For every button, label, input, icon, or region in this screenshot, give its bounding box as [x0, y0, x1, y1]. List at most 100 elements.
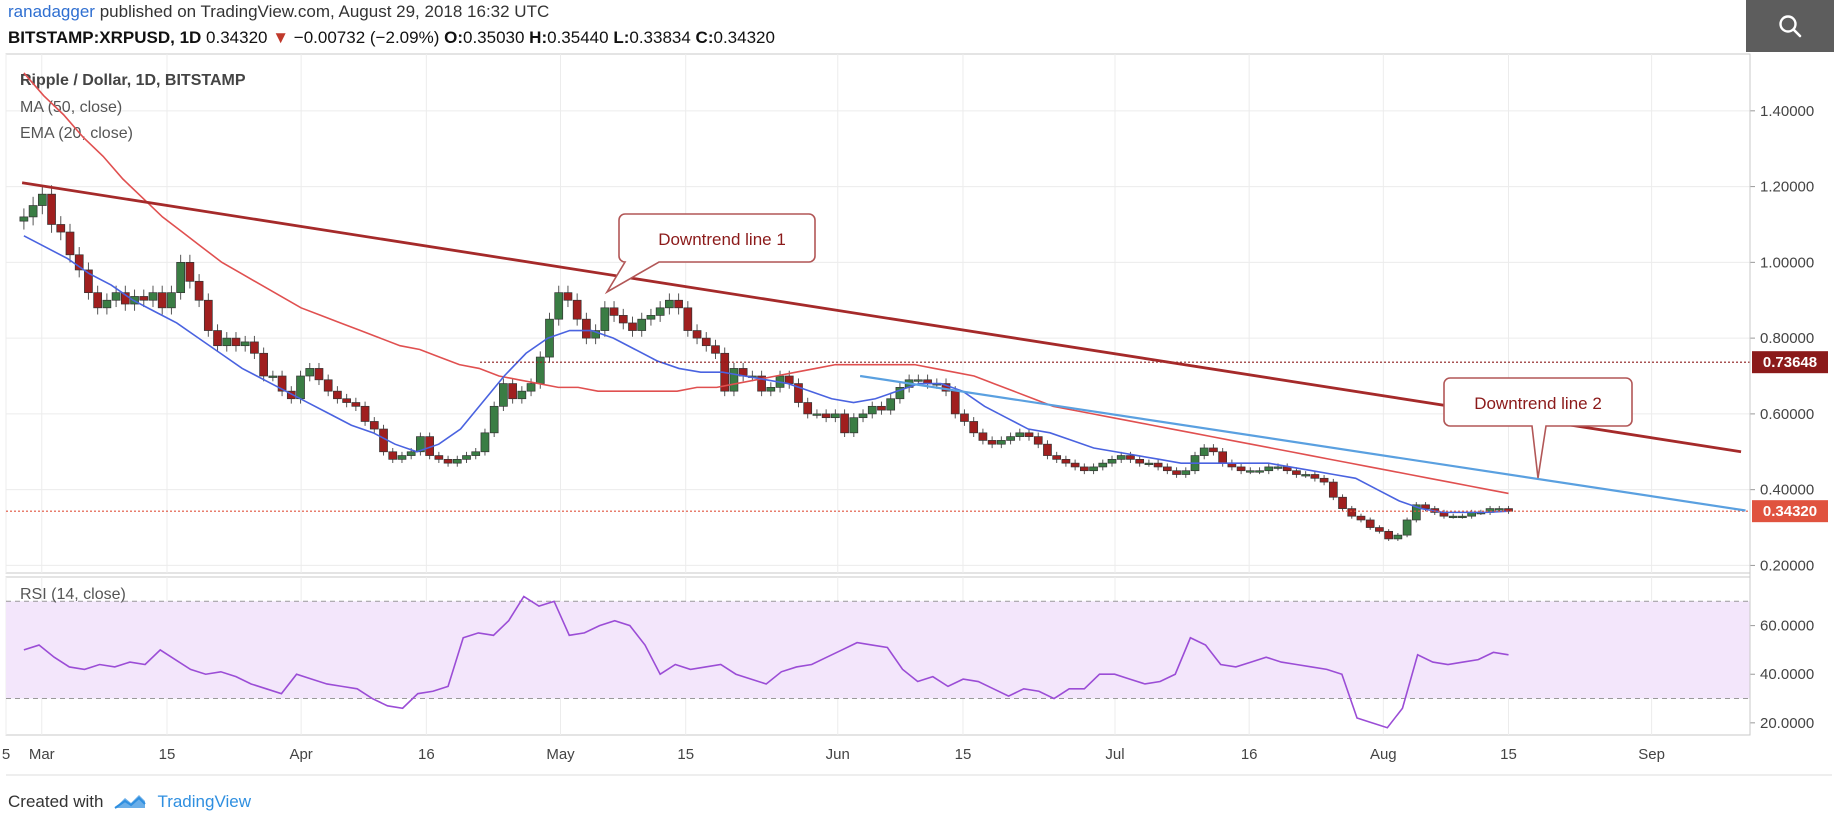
x-tick-label: 15	[955, 746, 972, 763]
candle-body	[1236, 466, 1246, 472]
candle-body	[1172, 470, 1181, 475]
candle-body	[296, 375, 305, 400]
candle-body	[766, 387, 776, 392]
high-value: 0.35440	[547, 28, 609, 47]
candle-body	[683, 307, 693, 331]
candle-body	[1126, 455, 1135, 460]
author-link[interactable]: ranadagger	[8, 2, 95, 21]
candle-body	[19, 216, 29, 222]
x-tick-label: Aug	[1370, 746, 1397, 763]
candle-body	[1043, 443, 1052, 456]
close-label: C:	[695, 28, 714, 47]
candle-body	[1098, 462, 1108, 468]
candle-body	[1070, 462, 1080, 468]
x-tick-label: Jul	[1105, 746, 1124, 763]
rsi-y-tick-label: 20.0000	[1760, 715, 1814, 732]
candle-body	[803, 402, 813, 415]
rsi-band	[6, 601, 1750, 699]
candle-body	[369, 421, 379, 430]
candle-body	[323, 379, 333, 392]
high-label: H:	[529, 28, 548, 47]
candle-body	[1402, 519, 1412, 536]
price-tag	[1752, 351, 1828, 374]
legend-item: MA (50, close)	[20, 99, 122, 116]
candle-body	[305, 368, 315, 377]
x-tick-label: Apr	[289, 746, 312, 763]
publish-info: ranadagger published on TradingView.com,…	[8, 2, 549, 22]
chart-title: Ripple / Dollar, 1D, BITSTAMP	[20, 72, 246, 89]
candle-body	[996, 440, 1006, 445]
x-tick-label: Jun	[826, 746, 850, 763]
y-tick-label: 1.00000	[1760, 254, 1814, 271]
candle-body	[554, 292, 564, 320]
candle-body	[1292, 470, 1301, 475]
candle-body	[111, 292, 121, 301]
candle-body	[628, 322, 637, 331]
candle-body	[609, 307, 619, 316]
candle-body	[176, 262, 185, 294]
y-tick-label: 1.20000	[1760, 179, 1814, 196]
candle-body	[674, 299, 683, 309]
candle-body	[286, 390, 296, 400]
candle-body	[148, 292, 158, 301]
rsi-label: RSI (14, close)	[20, 586, 126, 603]
y-tick-label: 0.20000	[1760, 557, 1814, 574]
candle-body	[397, 455, 407, 460]
candle-body	[74, 254, 84, 271]
candle-body	[37, 193, 47, 206]
candle-body	[1024, 432, 1034, 437]
tradingview-logo-icon[interactable]	[113, 792, 147, 812]
candle-body	[1079, 466, 1089, 472]
candle-body	[65, 231, 75, 256]
candle-body	[167, 292, 176, 309]
candle-body	[1181, 470, 1191, 475]
candle-body	[47, 193, 56, 225]
callout-2-label: Downtrend line 2	[1474, 394, 1602, 413]
symbol-quote: BITSTAMP:XRPUSD, 1D 0.34320 ▼ −0.00732 (…	[8, 28, 775, 48]
candle-body	[213, 330, 222, 347]
price-tag	[1752, 500, 1828, 523]
candle-body	[259, 352, 268, 377]
candle-body	[637, 318, 647, 331]
candle-body	[1245, 470, 1255, 473]
candle-body	[784, 375, 794, 384]
open-value: 0.35030	[462, 28, 525, 47]
candle-body	[895, 387, 905, 400]
candle-body	[665, 299, 674, 309]
footer-brand-link[interactable]: TradingView	[157, 792, 251, 811]
candle-body	[93, 292, 103, 309]
candle-body	[711, 345, 720, 354]
candle-body	[1393, 534, 1403, 540]
publish-text: published on TradingView.com, August 29,…	[99, 2, 550, 21]
y-tick-label: 0.60000	[1760, 406, 1814, 423]
candle-body	[600, 307, 610, 331]
candle-body	[1273, 466, 1283, 469]
candle-body	[821, 413, 831, 419]
candle-body	[729, 368, 739, 392]
ma50-line	[23, 72, 1509, 495]
footer: Created with TradingView	[8, 792, 251, 812]
candle-body	[452, 459, 462, 464]
candle-body	[203, 299, 213, 331]
change-value: −0.00732 (−2.09%)	[293, 28, 440, 47]
candle-body	[535, 356, 545, 384]
candle-body	[692, 330, 702, 339]
candle-body	[277, 375, 287, 392]
candle-body	[314, 368, 324, 381]
candle-body	[1052, 455, 1062, 460]
candle-body	[1089, 466, 1098, 472]
x-tick-label: Mar	[29, 746, 55, 763]
candle-body	[1135, 459, 1145, 464]
candle-body	[194, 280, 204, 301]
candle-body	[1384, 530, 1393, 540]
candle-body	[1347, 508, 1357, 517]
candle-body	[1411, 504, 1421, 521]
candle-body	[858, 413, 868, 419]
callout-1-label: Downtrend line 1	[658, 230, 786, 249]
candle-body	[950, 390, 960, 415]
candle-body	[489, 405, 499, 434]
price-chart[interactable]: 5 Mar 15 Apr 16 May 15 Jun 15 Jul 16 Aug 15 Sep 1.4000…	[0, 52, 1834, 782]
candle-body	[1338, 496, 1347, 509]
search-button[interactable]	[1746, 0, 1834, 52]
candle-body	[1328, 481, 1338, 498]
